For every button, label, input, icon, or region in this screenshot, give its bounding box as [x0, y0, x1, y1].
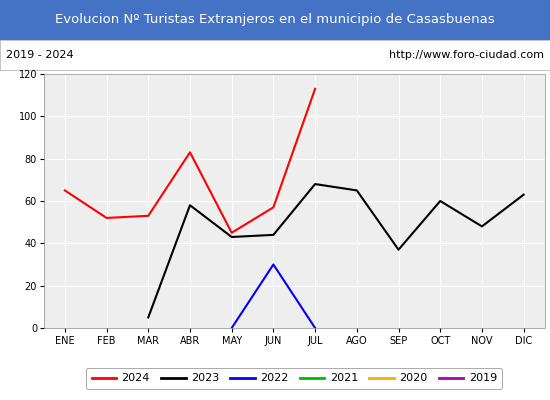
- Text: http://www.foro-ciudad.com: http://www.foro-ciudad.com: [389, 50, 544, 60]
- Text: Evolucion Nº Turistas Extranjeros en el municipio de Casasbuenas: Evolucion Nº Turistas Extranjeros en el …: [55, 14, 495, 26]
- Text: 2019 - 2024: 2019 - 2024: [6, 50, 73, 60]
- Legend: 2024, 2023, 2022, 2021, 2020, 2019: 2024, 2023, 2022, 2021, 2020, 2019: [86, 368, 503, 389]
